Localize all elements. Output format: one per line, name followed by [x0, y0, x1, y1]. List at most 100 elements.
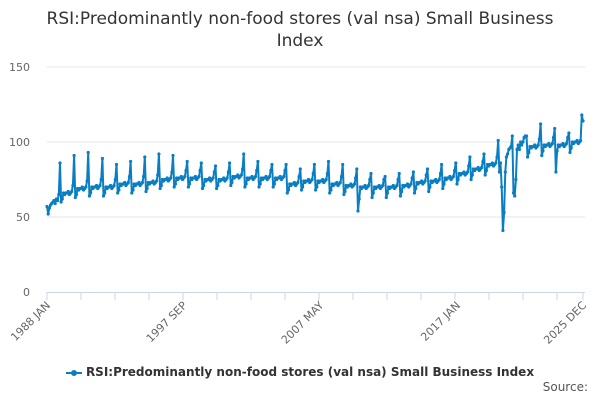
data-point	[511, 191, 516, 195]
data-point	[312, 162, 316, 167]
data-point	[324, 177, 328, 182]
data-point	[183, 174, 187, 179]
data-point	[501, 228, 505, 233]
data-point	[66, 189, 70, 194]
data-point	[498, 161, 503, 165]
data-point	[400, 189, 404, 194]
legend-series-marker	[65, 369, 82, 376]
y-tick-label: 100	[9, 136, 30, 149]
data-point	[510, 134, 514, 138]
data-point	[72, 153, 76, 158]
legend[interactable]: RSI:Predominantly non-food stores (val n…	[0, 365, 600, 379]
data-point	[357, 197, 361, 201]
data-point	[551, 135, 556, 140]
data-point	[306, 177, 311, 182]
data-point	[151, 179, 155, 183]
data-point	[58, 161, 62, 165]
data-point	[129, 159, 133, 164]
data-point	[311, 171, 315, 176]
data-point	[369, 171, 373, 176]
data-point	[517, 147, 522, 152]
data-point	[187, 182, 192, 186]
data-point	[123, 180, 127, 185]
data-point	[451, 174, 455, 179]
data-point	[297, 174, 301, 179]
data-point	[255, 168, 259, 173]
data-point	[113, 177, 117, 182]
data-point	[381, 183, 385, 188]
data-point	[533, 143, 537, 147]
data-point	[370, 195, 374, 200]
data-point	[155, 179, 159, 183]
data-point	[397, 171, 401, 176]
data-point	[269, 168, 273, 173]
data-point	[46, 212, 50, 216]
data-point	[371, 191, 375, 195]
data-point	[213, 164, 218, 168]
data-point	[513, 194, 517, 198]
data-point	[80, 185, 84, 189]
data-point	[482, 152, 486, 156]
data-point	[47, 206, 52, 210]
data-point	[286, 188, 291, 192]
data-point	[527, 150, 531, 155]
data-point	[480, 165, 484, 170]
data-point	[278, 174, 282, 179]
data-point	[250, 174, 254, 179]
data-point	[169, 176, 173, 180]
data-point	[165, 176, 169, 180]
data-point	[143, 155, 147, 159]
data-point	[468, 155, 472, 159]
data-point	[341, 162, 345, 167]
data-point	[202, 183, 206, 188]
data-point	[455, 182, 459, 186]
data-point	[87, 194, 91, 198]
data-point	[156, 173, 160, 177]
data-point	[296, 180, 300, 185]
data-point	[321, 177, 325, 182]
series-line	[46, 114, 584, 232]
data-point	[242, 152, 246, 156]
data-point	[59, 200, 63, 204]
data-point	[99, 177, 103, 182]
data-point	[484, 168, 488, 173]
data-point	[524, 134, 529, 138]
data-point	[216, 183, 220, 188]
data-point	[56, 198, 60, 203]
data-point	[470, 173, 474, 177]
data-point	[226, 170, 230, 174]
data-point	[282, 174, 286, 179]
data-point	[198, 168, 202, 173]
data-point	[440, 162, 444, 167]
x-tick-label: 1988 JAN	[8, 299, 53, 344]
source-label: Source:	[542, 380, 588, 394]
x-tick-label: 1997 SEP	[144, 299, 190, 345]
data-point	[566, 135, 570, 140]
data-point	[481, 159, 485, 164]
data-point	[579, 138, 583, 143]
data-point	[179, 174, 183, 179]
data-point	[368, 177, 372, 182]
line-chart: 0 50 100 150 1988 JAN 1997 SEP 2007 MAY 2017 JA…	[8, 61, 589, 347]
data-point	[462, 170, 466, 174]
data-point	[437, 177, 441, 182]
data-point	[270, 162, 274, 167]
data-point	[98, 183, 102, 188]
data-point	[131, 188, 135, 192]
data-point	[328, 191, 332, 195]
data-point	[185, 159, 189, 164]
data-point	[315, 185, 319, 189]
data-point	[515, 147, 519, 152]
data-point	[441, 186, 445, 191]
data-point	[540, 153, 544, 158]
data-point	[438, 171, 443, 176]
data-point	[420, 179, 424, 183]
data-point	[184, 168, 188, 173]
data-point	[228, 161, 232, 165]
data-point	[550, 141, 555, 146]
data-point	[70, 189, 74, 194]
data-point	[144, 189, 148, 194]
data-point	[112, 183, 116, 188]
data-point	[391, 183, 395, 188]
data-point	[284, 162, 288, 167]
